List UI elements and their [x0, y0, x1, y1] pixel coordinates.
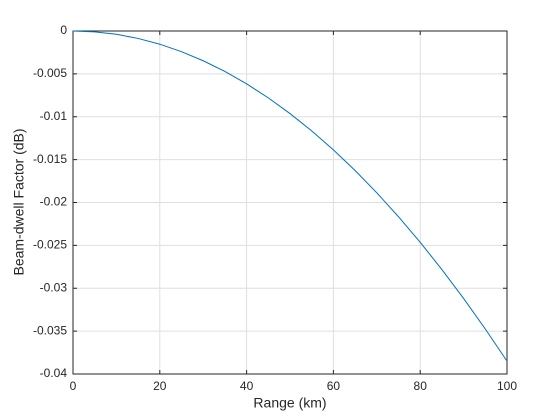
y-tick-label: -0.01	[40, 109, 68, 123]
plot-box	[72, 30, 508, 375]
y-axis-label: Beam-dwell Factor (dB)	[11, 128, 27, 275]
data-line	[72, 30, 508, 362]
y-tick-label: -0.025	[33, 238, 67, 252]
x-tick-label: 20	[153, 379, 167, 393]
y-tick-label: 0	[60, 23, 67, 37]
x-tick-label: 0	[70, 379, 77, 393]
x-tick-label: 100	[497, 379, 517, 393]
x-tick-label: 60	[327, 379, 341, 393]
x-axis-label: Range (km)	[253, 395, 326, 411]
y-tick-label: -0.035	[33, 323, 67, 337]
y-tick-label: -0.02	[40, 195, 68, 209]
x-tick-label: 40	[240, 379, 254, 393]
y-tick-label: -0.015	[33, 152, 67, 166]
y-tick-label: -0.005	[33, 66, 67, 80]
y-tick-label: -0.04	[40, 366, 68, 380]
x-tick-label: 80	[414, 379, 428, 393]
y-tick-label: -0.03	[40, 280, 68, 294]
